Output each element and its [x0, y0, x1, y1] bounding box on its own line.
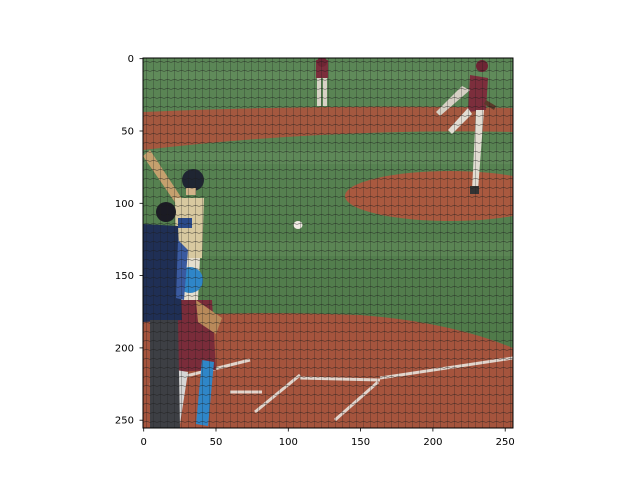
y-tick-label: 150 — [115, 271, 134, 282]
x-tick-label: 50 — [210, 437, 223, 448]
y-tick-label: 250 — [115, 416, 134, 427]
x-tick-label: 250 — [496, 437, 515, 448]
backstop-netting — [143, 58, 513, 428]
baseball-photo — [143, 57, 555, 428]
x-tick-label: 100 — [279, 437, 298, 448]
x-tick-label: 0 — [141, 437, 147, 448]
x-tick-label: 200 — [423, 437, 442, 448]
y-tick-label: 0 — [128, 54, 134, 65]
y-tick-label: 200 — [115, 343, 134, 354]
x-tick-label: 150 — [351, 437, 370, 448]
y-axis: 0 50 100 150 200 250 — [115, 54, 143, 427]
x-axis: 0 50 100 150 200 250 — [141, 428, 515, 448]
y-tick-label: 50 — [121, 127, 134, 138]
y-tick-label: 100 — [115, 199, 134, 210]
